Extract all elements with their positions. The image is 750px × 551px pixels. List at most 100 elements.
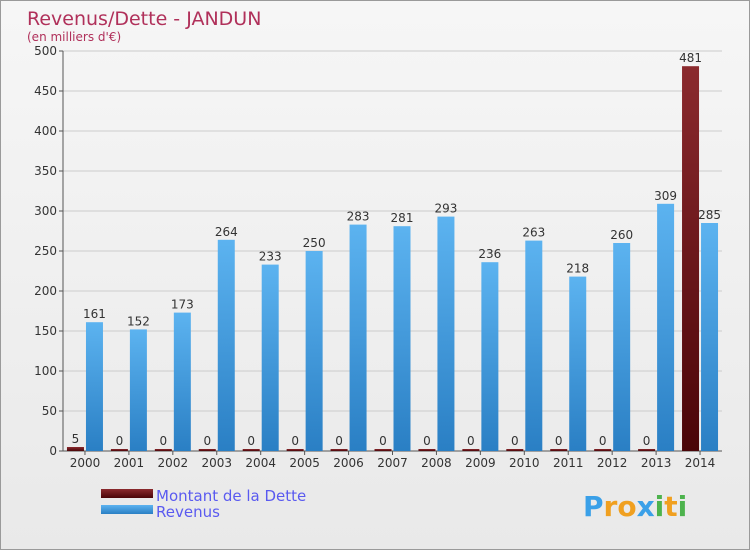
y-tick-label: 200	[34, 284, 57, 298]
bar-revenus	[525, 240, 543, 451]
value-label-revenus: 309	[654, 189, 677, 203]
logo-letter: r	[604, 490, 618, 523]
value-label-revenus: 233	[259, 250, 282, 264]
legend-swatch-revenus	[101, 505, 153, 514]
x-tick-label: 2010	[509, 456, 540, 470]
x-tick-label: 2003	[201, 456, 232, 470]
value-label-revenus: 264	[215, 225, 238, 239]
value-label-revenus: 152	[127, 314, 150, 328]
x-tick-label: 2012	[597, 456, 628, 470]
value-label-dette: 0	[599, 434, 607, 448]
value-label-dette: 0	[467, 434, 475, 448]
value-label-dette: 0	[643, 434, 651, 448]
value-label-revenus: 283	[347, 210, 370, 224]
bar-revenus	[85, 322, 103, 451]
x-tick-label: 2014	[685, 456, 716, 470]
x-tick-label: 2005	[289, 456, 320, 470]
bar-dette	[66, 447, 84, 451]
bar-dette	[374, 449, 392, 451]
bar-revenus	[481, 262, 499, 451]
logo-letter: o	[617, 490, 636, 523]
bar-revenus	[569, 276, 587, 451]
bar-dette	[242, 449, 260, 451]
value-label-dette: 481	[679, 51, 702, 65]
x-tick-label: 2006	[333, 456, 364, 470]
x-tick-label: 2001	[114, 456, 145, 470]
x-tick-label: 2004	[245, 456, 276, 470]
bar-dette	[154, 449, 172, 451]
value-label-dette: 0	[379, 434, 387, 448]
bar-revenus	[393, 226, 411, 451]
x-tick-label: 2002	[158, 456, 189, 470]
value-label-dette: 0	[247, 434, 255, 448]
bar-dette	[462, 449, 480, 451]
y-tick-label: 400	[34, 124, 57, 138]
value-label-dette: 0	[511, 434, 519, 448]
y-tick-label: 100	[34, 364, 57, 378]
value-label-revenus: 281	[391, 211, 414, 225]
value-label-revenus: 293	[434, 202, 457, 216]
logo-letter: x	[637, 490, 655, 523]
value-label-dette: 0	[203, 434, 211, 448]
value-label-dette: 0	[555, 434, 563, 448]
bar-dette	[506, 449, 524, 451]
y-tick-label: 450	[34, 84, 57, 98]
bar-dette	[286, 449, 304, 451]
bar-revenus	[129, 329, 147, 451]
value-label-dette: 0	[335, 434, 343, 448]
x-tick-label: 2011	[553, 456, 584, 470]
bar-revenus	[349, 224, 367, 451]
bar-revenus	[437, 216, 455, 451]
bars: 5 161 0 152 0 173 0 264 0 233 0 250 0 283 0 281 0 293 0 236…	[66, 51, 721, 451]
value-label-revenus: 173	[171, 298, 194, 312]
legend-swatch-dette	[101, 489, 153, 498]
x-tick-label: 2000	[70, 456, 101, 470]
bar-revenus	[701, 223, 719, 451]
bar-revenus	[613, 243, 631, 451]
logo-letter: t	[664, 490, 677, 523]
x-tick-label: 2013	[641, 456, 672, 470]
y-tick-label: 250	[34, 244, 57, 258]
value-label-revenus: 218	[566, 262, 589, 276]
value-label-revenus: 260	[610, 228, 633, 242]
legend-label-dette: Montant de la Dette	[156, 487, 306, 505]
bar-revenus	[173, 312, 191, 451]
bar-dette	[594, 449, 612, 451]
y-axis: 0 50 100 150 200 250 300 350 400 450 500	[34, 44, 64, 458]
chart-title: Revenus/Dette - JANDUN	[27, 8, 261, 30]
legend-label-revenus: Revenus	[156, 503, 220, 521]
bar-dette	[418, 449, 436, 451]
y-tick-label: 500	[34, 44, 57, 58]
y-tick-label: 150	[34, 324, 57, 338]
value-label-dette: 0	[160, 434, 168, 448]
value-label-dette: 0	[423, 434, 431, 448]
chart-subtitle: (en milliers d'€)	[27, 30, 121, 44]
x-tick-label: 2008	[421, 456, 452, 470]
logo-letter: i	[678, 490, 688, 523]
bar-dette	[198, 449, 216, 451]
value-label-dette: 5	[72, 432, 80, 446]
value-label-revenus: 263	[522, 226, 545, 240]
bar-revenus	[305, 251, 323, 451]
y-tick-label: 0	[49, 444, 57, 458]
grid-lines	[63, 50, 722, 452]
x-axis: 2000 2001 2002 2003 2004 2005 2006 2007 2008 2009…	[63, 450, 722, 470]
legend: Montant de la Dette Revenus	[101, 487, 306, 521]
bar-dette	[638, 449, 656, 451]
value-label-dette: 0	[291, 434, 299, 448]
bar-dette	[682, 66, 700, 451]
logo-letter: i	[655, 490, 665, 523]
value-label-revenus: 236	[478, 247, 501, 261]
proxiti-logo: Proxiti	[583, 490, 687, 523]
value-label-dette: 0	[116, 434, 124, 448]
x-tick-label: 2009	[465, 456, 496, 470]
value-label-revenus: 161	[83, 307, 106, 321]
logo-letter: P	[583, 490, 604, 523]
bar-dette	[110, 449, 128, 451]
bar-dette	[330, 449, 348, 451]
y-tick-label: 50	[42, 404, 57, 418]
value-label-revenus: 250	[303, 236, 326, 250]
x-tick-label: 2007	[377, 456, 408, 470]
